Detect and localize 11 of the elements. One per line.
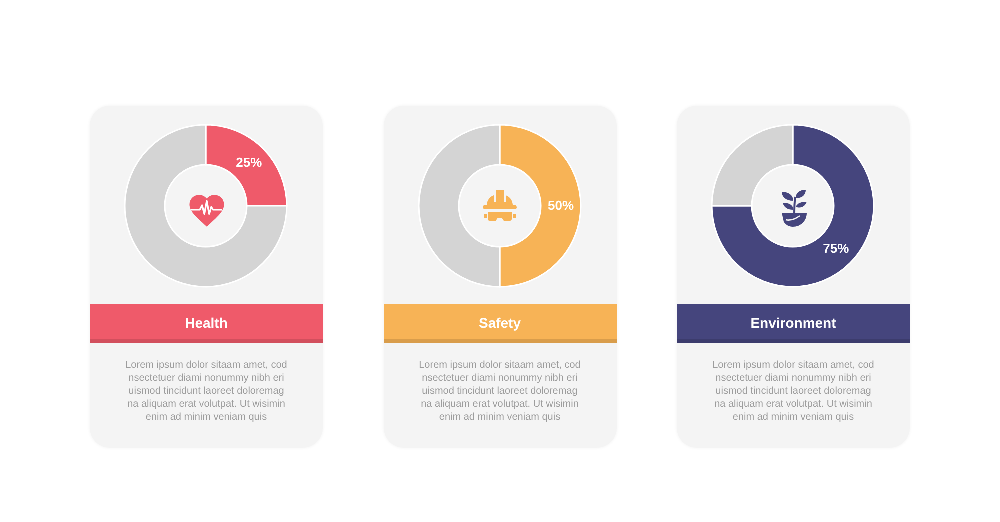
text: Lorem ipsum dolor sitaam amet, cod nsectetuer diami nonummy nibh eri uismod tincidunt laoreet doloremag na aliquam erat volutpat. Ut wisimin enim ad minim veniam quis	[124, 359, 288, 424]
text: Lorem ipsum dolor sitaam amet, cod nsectetuer diami nonummy nibh eri uismod tincidunt laoreet doloremag na aliquam erat volutpat. Ut wisimin enim ad minim veniam quis	[712, 359, 876, 424]
donut-slice	[711, 124, 875, 288]
data-label: 25%	[236, 154, 263, 170]
text: Health	[184, 315, 229, 332]
data-label: 50%	[547, 198, 574, 213]
text: Safety	[478, 315, 522, 332]
donut-slice	[124, 124, 288, 288]
text: Lorem ipsum dolor sitaam amet, cod nsectetuer diami nonummy nibh eri uismod tincidunt laoreet doloremag na aliquam erat volutpat. Ut wisimin enim ad minim veniam quis	[418, 359, 582, 424]
data-label: 75%	[823, 241, 850, 256]
text: Environment	[750, 315, 838, 332]
